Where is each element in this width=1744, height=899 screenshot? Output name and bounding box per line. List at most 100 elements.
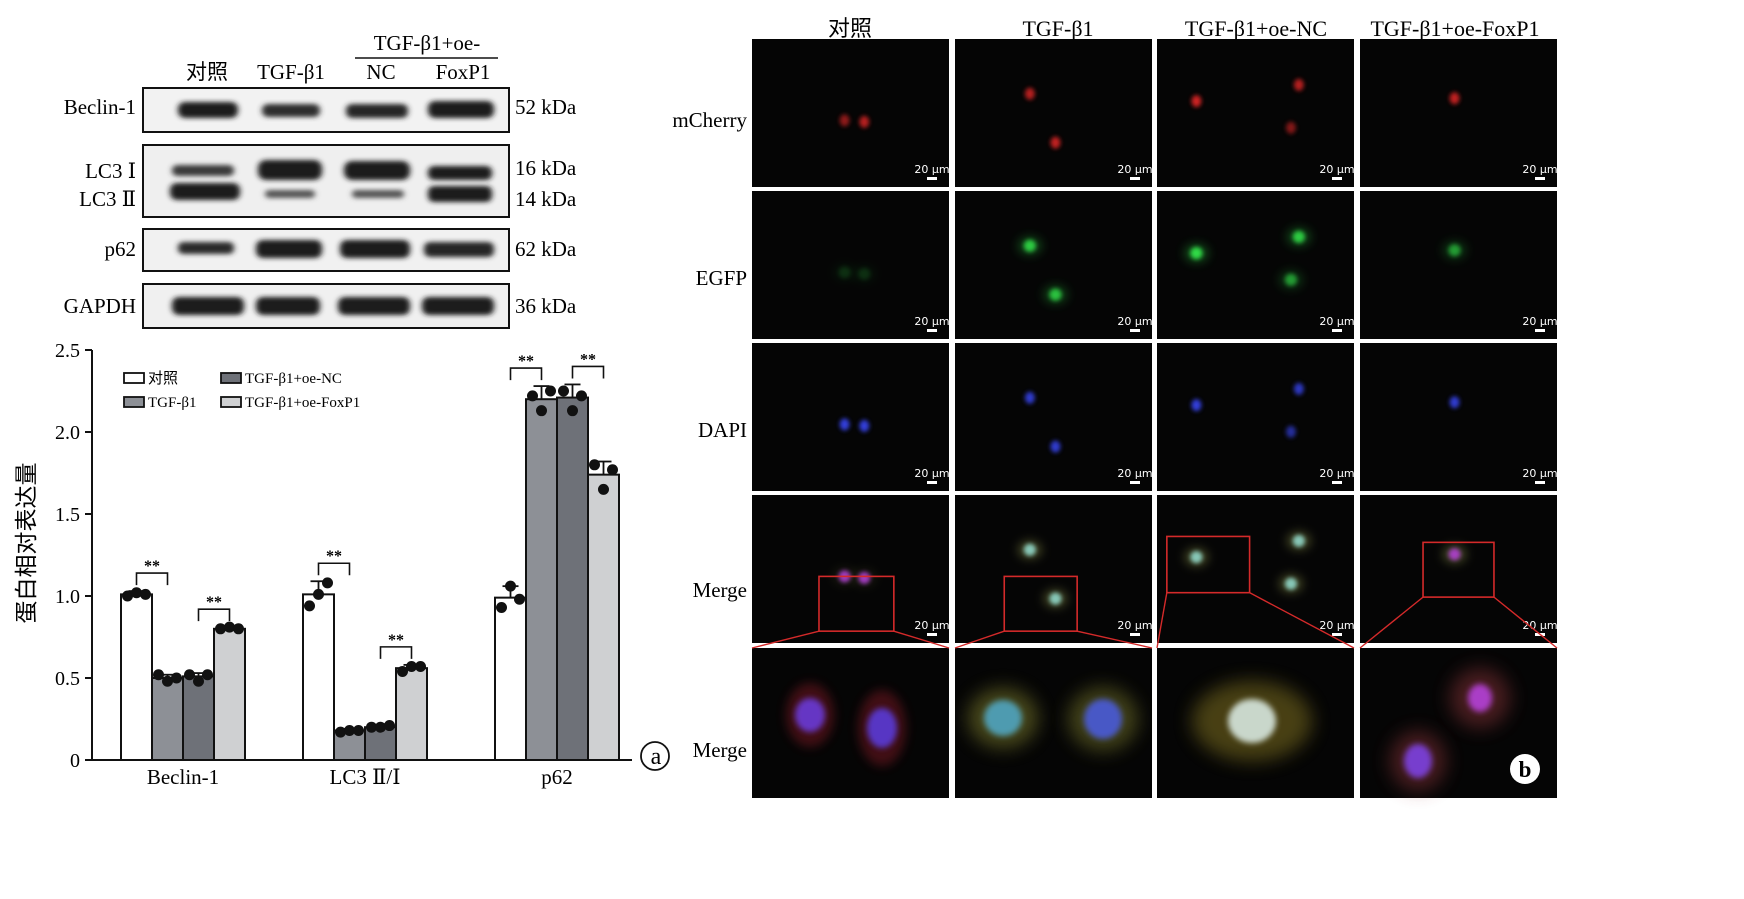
band — [338, 297, 410, 315]
data-point — [353, 724, 364, 736]
wb-label-gapdh: GAPDH — [64, 294, 136, 318]
data-point — [366, 721, 377, 733]
data-point — [558, 385, 569, 397]
x-tick-label: p62 — [541, 765, 573, 789]
row-label-egfp: EGFP — [696, 266, 747, 290]
tile-background — [752, 648, 949, 798]
data-point — [171, 672, 182, 684]
wb-label-lc3-2: LC3 Ⅱ — [79, 187, 136, 211]
egfp-cell — [1284, 273, 1297, 286]
data-point — [233, 623, 244, 635]
inset-box — [1003, 575, 1078, 632]
col-header-control: 对照 — [828, 16, 872, 41]
data-point — [545, 385, 556, 397]
scale-bar — [927, 481, 937, 484]
scale-bar-label: 20 μm — [914, 315, 949, 328]
scale-bar-label: 20 μm — [1522, 467, 1557, 480]
zoom-nucleus — [1468, 684, 1492, 712]
micro-tile: 20 μm — [1157, 191, 1355, 339]
band — [428, 186, 492, 202]
data-point — [344, 724, 355, 736]
data-point — [598, 483, 609, 495]
data-point — [384, 720, 395, 732]
tile-background — [1360, 39, 1557, 187]
tile-background — [955, 343, 1152, 491]
band — [256, 297, 320, 315]
data-point — [153, 669, 164, 681]
tile-background — [955, 495, 1152, 643]
scale-bar-label: 20 μm — [1117, 619, 1152, 632]
bar — [556, 396, 589, 761]
mcherry-cell — [1285, 121, 1296, 134]
micro-tile: 20 μm — [1157, 343, 1355, 491]
row-label-mcherry: mCherry — [672, 108, 747, 132]
bar — [302, 593, 335, 761]
wb-kda-gapdh: 36 kDa — [515, 294, 577, 318]
data-point — [514, 593, 525, 605]
scale-bar — [1332, 329, 1342, 332]
legend-label: TGF-β1+oe-NC — [245, 371, 342, 387]
data-point — [607, 464, 618, 476]
wb-kda-beclin: 52 kDa — [515, 95, 577, 119]
data-point — [527, 390, 538, 402]
legend-swatch — [123, 396, 145, 408]
image-tiles: 20 μm 20 μm 20 μm 20 μm 20 μm 20 μm 20 μm 20 μm… — [752, 39, 1558, 798]
data-point — [313, 588, 324, 600]
micro-tile: 20 μm — [1360, 343, 1558, 491]
tile-background — [955, 39, 1152, 187]
dapi-nucleus — [859, 419, 870, 432]
bar — [182, 675, 215, 761]
row-label-merge: Merge — [693, 578, 747, 602]
legend-label: TGF-β1+oe-FoxP1 — [245, 395, 360, 411]
data-point — [397, 665, 408, 677]
inset-connector — [1156, 592, 1168, 649]
dapi-nucleus — [839, 418, 850, 431]
significance-label: ** — [206, 594, 222, 611]
data-point — [567, 405, 578, 417]
micro-tile — [1157, 648, 1354, 798]
tile-background — [1360, 191, 1557, 339]
significance-label: ** — [388, 632, 404, 649]
micro-tile: 20 μm — [955, 343, 1153, 491]
scale-bar-label: 20 μm — [1319, 467, 1354, 480]
data-point — [536, 405, 547, 417]
tile-background — [752, 343, 949, 491]
significance-bracket — [135, 572, 169, 586]
inset-connector — [1493, 596, 1558, 649]
y-tick-label: 0 — [70, 750, 80, 772]
scale-bar — [1130, 633, 1140, 636]
zoom-nucleus — [795, 698, 825, 732]
micro-tile: 20 μm — [1157, 39, 1355, 187]
micro-tile — [752, 648, 949, 798]
micro-tile: 20 μm — [752, 39, 950, 187]
col-header-foxp1: TGF-β1+oe-FoxP1 — [1370, 16, 1539, 41]
scale-bar-label: 20 μm — [1117, 467, 1152, 480]
blot-lc3 — [142, 144, 510, 218]
mcherry-cell — [1024, 87, 1035, 100]
inset-connector — [1076, 630, 1153, 649]
legend-swatch — [220, 372, 242, 384]
legend-label: 对照 — [148, 370, 178, 387]
micro-tile — [955, 648, 1152, 798]
dapi-nucleus — [1449, 396, 1460, 409]
micro-tile: 20 μm — [1360, 495, 1558, 643]
panel-a-circle — [640, 741, 670, 771]
scale-bar — [1130, 329, 1140, 332]
micro-tile: 20 μm — [955, 39, 1153, 187]
tile-background — [752, 39, 949, 187]
merge-nucleus — [1284, 577, 1297, 590]
data-point — [576, 390, 587, 402]
bar — [587, 473, 620, 761]
wb-group-header: TGF-β1+oe- — [374, 31, 481, 55]
data-point — [140, 588, 151, 600]
scale-bar — [1130, 481, 1140, 484]
tile-background — [1157, 495, 1354, 643]
inset-connector — [751, 630, 820, 649]
tile-background — [1360, 343, 1557, 491]
dapi-nucleus — [1024, 391, 1035, 404]
micro-tile: 20 μm — [752, 495, 950, 643]
scale-bar-label: 20 μm — [1319, 315, 1354, 328]
band — [344, 161, 410, 180]
inset-box — [818, 575, 895, 632]
